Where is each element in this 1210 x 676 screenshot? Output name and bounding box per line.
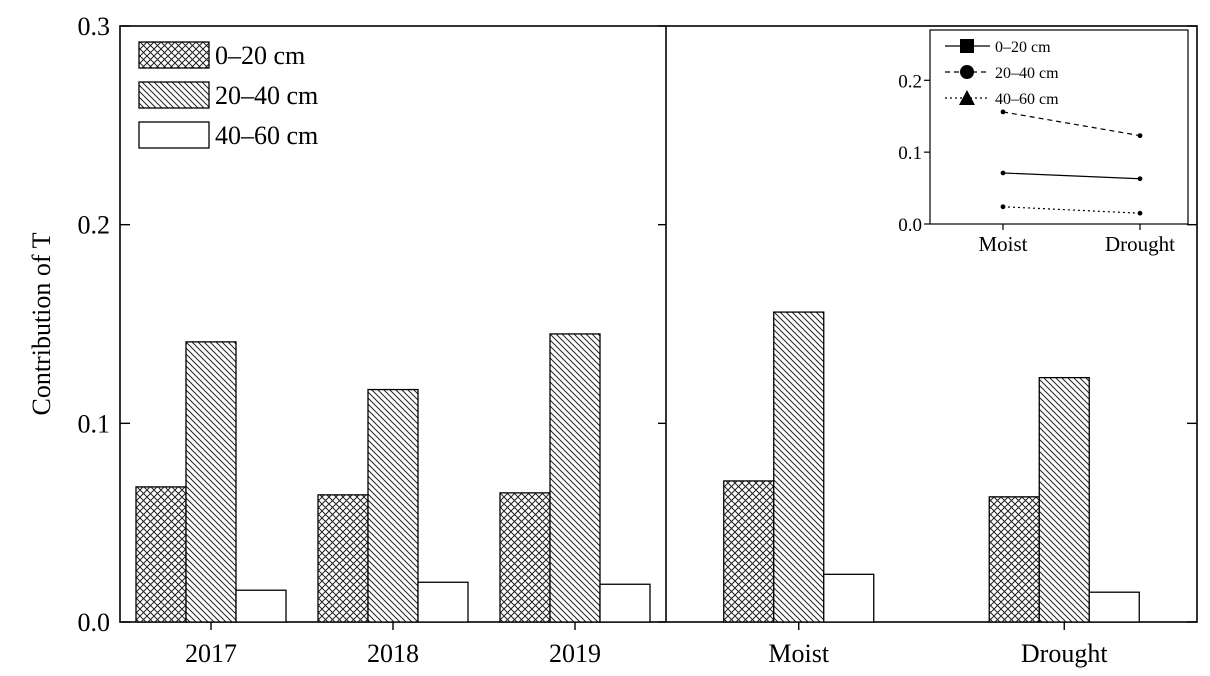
inset-series-line-0 — [1002, 172, 1141, 180]
bar-0-2-2 — [599, 583, 651, 623]
x-tick-label: Moist — [768, 639, 829, 668]
inset-legend-marker-square — [960, 39, 974, 53]
y-axis-label: Contribution of T — [27, 232, 56, 415]
inset-y-tick-label: 0.2 — [898, 71, 922, 92]
inset-legend-label: 20–40 cm — [995, 65, 1059, 82]
bar-1-0-1 — [773, 311, 825, 623]
x-tick-label: 2018 — [367, 639, 419, 668]
inset-y-tick-label: 0.1 — [898, 143, 922, 164]
x-tick-label: 2017 — [185, 639, 237, 668]
y-tick-label: 0.0 — [78, 608, 111, 637]
legend-label: 0–20 cm — [215, 41, 305, 70]
inset-legend-marker-circle — [960, 65, 974, 79]
legend-swatch — [138, 41, 210, 69]
inset-x-tick-label: Moist — [978, 232, 1027, 256]
inset-point-0-0 — [1000, 170, 1006, 176]
bar-0-1-2 — [417, 581, 469, 623]
inset-point-2-0 — [1000, 204, 1006, 210]
bar-1-1-1 — [1038, 376, 1090, 623]
bar-0-1-1 — [367, 388, 419, 623]
bar-1-0-0 — [723, 480, 775, 623]
x-tick-label: 2019 — [549, 639, 601, 668]
bar-1-0-2 — [823, 573, 875, 623]
bar-0-0-1 — [185, 341, 237, 623]
inset-point-2-1 — [1137, 210, 1143, 216]
legend-swatch — [138, 121, 210, 149]
y-tick-label: 0.2 — [78, 211, 111, 240]
legend-label: 20–40 cm — [215, 81, 318, 110]
inset-point-1-0 — [1000, 109, 1006, 115]
inset-legend-label: 40–60 cm — [995, 91, 1059, 108]
legend-label: 40–60 cm — [215, 121, 318, 150]
bar-0-1-0 — [317, 494, 369, 623]
bar-0-0-0 — [135, 486, 187, 623]
bar-1-1-2 — [1088, 591, 1140, 623]
legend-swatch — [138, 81, 210, 109]
bar-0-2-0 — [499, 492, 551, 623]
inset-x-tick-label: Drought — [1105, 232, 1175, 256]
inset-frame — [929, 29, 1189, 225]
inset-legend-label: 0–20 cm — [995, 39, 1051, 56]
y-tick-label: 0.1 — [78, 409, 111, 438]
bar-1-1-0 — [988, 496, 1040, 623]
bar-0-2-1 — [549, 333, 601, 623]
bar-0-0-2 — [235, 589, 287, 623]
x-tick-label: Drought — [1021, 639, 1108, 668]
inset-y-tick-label: 0.0 — [898, 215, 922, 236]
inset-legend-marker-triangle — [959, 90, 975, 105]
y-tick-label: 0.3 — [78, 12, 111, 41]
inset-point-1-1 — [1137, 133, 1143, 139]
inset-point-0-1 — [1137, 176, 1143, 182]
